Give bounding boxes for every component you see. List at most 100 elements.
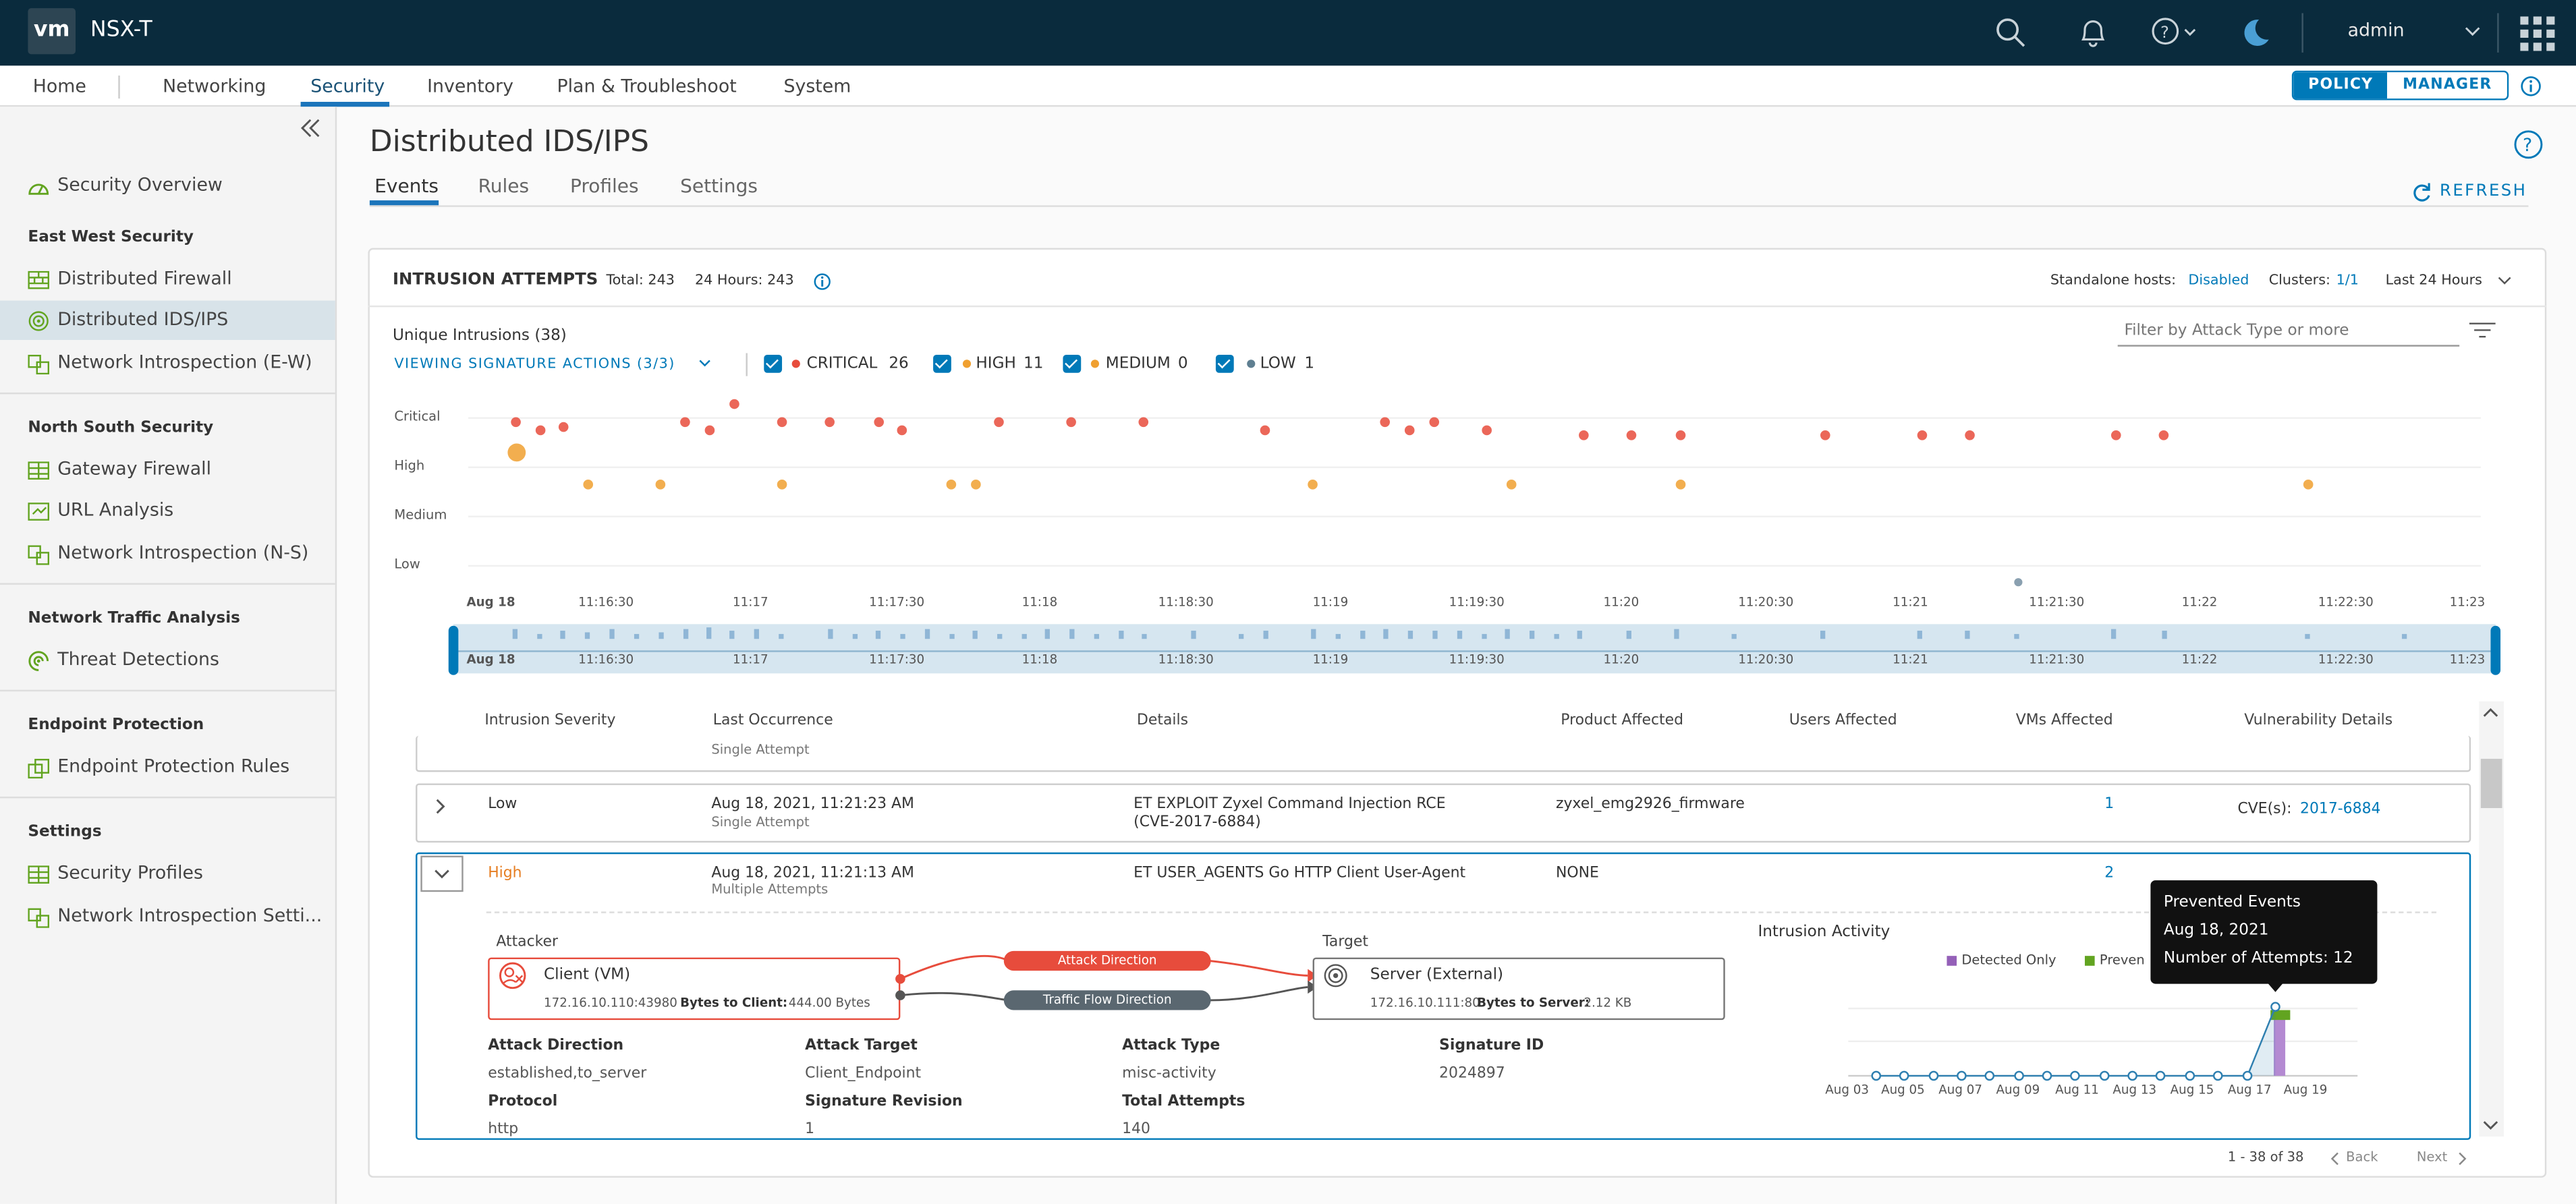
chevron-down-icon[interactable] [2497, 275, 2512, 287]
sidebar-item-network-introspection-settings[interactable]: Network Introspection Setti... [0, 897, 335, 936]
event-dot-critical[interactable] [2110, 430, 2121, 440]
col-header-vms[interactable]: VMs Affected [2015, 712, 2113, 730]
sidebar-item-distributed-ids-ips[interactable]: Distributed IDS/IPS [0, 300, 335, 341]
sidebar-item-distributed-firewall[interactable]: Distributed Firewall [0, 260, 335, 299]
scroll-down-icon[interactable] [2482, 1118, 2498, 1131]
chevron-down-icon[interactable] [698, 358, 711, 370]
event-dot-critical[interactable] [2158, 430, 2169, 440]
pagination-next[interactable]: Next [2416, 1149, 2448, 1165]
event-dot-critical[interactable] [1626, 430, 1637, 440]
chevron-down-icon[interactable] [434, 867, 450, 880]
policy-mode-button[interactable]: POLICY [2293, 72, 2388, 99]
tab-settings[interactable]: Settings [680, 174, 758, 198]
event-dot-critical[interactable] [1404, 425, 1415, 436]
event-dot-critical[interactable] [1260, 425, 1270, 436]
event-dot-high[interactable] [971, 480, 981, 490]
event-dot-critical[interactable] [1917, 430, 1928, 440]
event-dot-critical[interactable] [874, 417, 885, 428]
event-dot-high[interactable] [946, 480, 957, 490]
cve-link[interactable]: 2017-6884 [2300, 801, 2381, 818]
col-header-vulnerability[interactable]: Vulnerability Details [2244, 712, 2393, 730]
time-range-brush[interactable] [453, 624, 2496, 674]
bell-icon[interactable] [2077, 16, 2110, 49]
event-dot-critical[interactable] [1965, 430, 1975, 440]
event-dot-critical[interactable] [558, 422, 569, 432]
event-dot-low[interactable] [2014, 578, 2023, 587]
nav-plan-troubleshoot[interactable]: Plan & Troubleshoot [557, 76, 737, 97]
event-dot-high[interactable] [655, 480, 666, 490]
col-header-users[interactable]: Users Affected [1789, 712, 1897, 730]
tab-events[interactable]: Events [374, 174, 439, 198]
event-dot-critical[interactable] [704, 425, 715, 436]
col-header-last-occurrence[interactable]: Last Occurrence [712, 712, 833, 730]
event-dot-critical[interactable] [824, 417, 835, 428]
nav-networking[interactable]: Networking [163, 76, 267, 97]
user-menu[interactable]: admin [2347, 20, 2405, 41]
event-dot-critical[interactable] [1429, 417, 1440, 428]
attack-type-filter-input[interactable] [2117, 316, 2460, 347]
sidebar-item-endpoint-rules[interactable]: Endpoint Protection Rules [0, 747, 335, 786]
chevron-right-icon[interactable] [2456, 1151, 2467, 1166]
brush-left-handle[interactable] [448, 625, 459, 675]
standalone-hosts-value[interactable]: Disabled [2188, 273, 2249, 289]
event-dot-critical[interactable] [1675, 430, 1686, 440]
event-dot-high[interactable] [583, 480, 594, 490]
nav-home[interactable]: Home [32, 76, 86, 97]
event-dot-critical[interactable] [1380, 417, 1391, 428]
help-icon[interactable]: ? [2514, 130, 2544, 159]
refresh-icon[interactable] [2412, 182, 2432, 202]
refresh-button[interactable]: REFRESH [2439, 182, 2527, 201]
col-header-details[interactable]: Details [1137, 712, 1188, 730]
info-icon[interactable] [2520, 76, 2542, 97]
tab-profiles[interactable]: Profiles [569, 174, 639, 198]
event-dot-critical[interactable] [729, 399, 739, 409]
event-dot-critical[interactable] [1579, 430, 1589, 440]
time-range-select[interactable]: Last 24 Hours [2385, 273, 2482, 289]
event-dot-critical[interactable] [1482, 425, 1492, 436]
event-dot-high[interactable] [1506, 480, 1517, 490]
event-dot-critical[interactable] [994, 417, 1004, 428]
collapse-row-button[interactable] [420, 855, 464, 892]
clusters-value[interactable]: 1/1 [2336, 273, 2359, 289]
collapse-sidebar-icon[interactable] [300, 118, 320, 138]
filter-icon[interactable] [2469, 322, 2496, 338]
event-dot-critical[interactable] [777, 417, 787, 428]
sidebar-item-security-overview[interactable]: Security Overview [0, 166, 335, 205]
scrollbar-thumb[interactable] [2480, 758, 2502, 809]
event-dot-critical[interactable] [680, 417, 690, 428]
brush-right-handle[interactable] [2490, 625, 2501, 675]
vms-affected-link[interactable]: 1 [2104, 796, 2115, 813]
event-dot-high[interactable] [1675, 480, 1686, 490]
sidebar-item-url-analysis[interactable]: URL Analysis [0, 491, 335, 530]
manager-mode-button[interactable]: MANAGER [2388, 72, 2507, 99]
event-dot-critical[interactable] [535, 425, 546, 436]
critical-checkbox[interactable] [764, 354, 783, 373]
event-dot-high[interactable] [507, 443, 526, 462]
attacker-box[interactable] [488, 957, 901, 1021]
table-row[interactable] [416, 783, 2471, 843]
high-checkbox[interactable] [933, 354, 951, 373]
event-dot-high[interactable] [1308, 480, 1318, 490]
target-box[interactable] [1312, 957, 1725, 1021]
chevron-down-icon[interactable] [2465, 23, 2481, 39]
nav-security[interactable]: Security [310, 76, 385, 97]
sidebar-item-threat-detections[interactable]: Threat Detections [0, 641, 335, 680]
table-row[interactable] [416, 735, 2471, 772]
nav-system[interactable]: System [783, 76, 851, 97]
col-header-severity[interactable]: Intrusion Severity [484, 712, 616, 730]
sidebar-item-network-introspection-ew[interactable]: Network Introspection (E-W) [0, 343, 335, 382]
sidebar-item-security-profiles[interactable]: Security Profiles [0, 854, 335, 893]
event-dot-high[interactable] [2303, 480, 2314, 490]
sidebar-item-network-introspection-ns[interactable]: Network Introspection (N-S) [0, 534, 335, 573]
low-checkbox[interactable] [1215, 354, 1234, 373]
event-dot-critical[interactable] [1820, 430, 1830, 440]
help-menu-icon[interactable]: ? [2150, 16, 2200, 49]
nav-inventory[interactable]: Inventory [427, 76, 514, 97]
app-grid-icon[interactable] [2520, 16, 2556, 53]
pagination-back[interactable]: Back [2346, 1149, 2378, 1165]
col-header-product[interactable]: Product Affected [1561, 712, 1684, 730]
chevron-left-icon[interactable] [2330, 1151, 2341, 1166]
event-dot-critical[interactable] [1066, 417, 1076, 428]
vms-affected-link[interactable]: 2 [2104, 865, 2115, 882]
medium-checkbox[interactable] [1063, 354, 1082, 373]
